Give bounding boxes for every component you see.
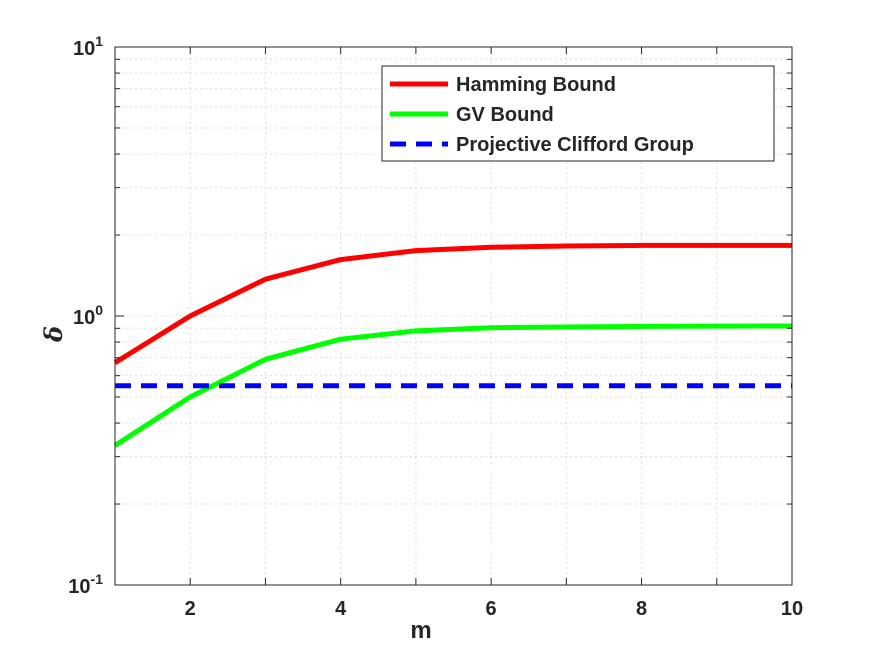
series-line-gv-bound [113,323,793,448]
y-tick-label: 100 [73,302,103,329]
axes [114,46,793,586]
series-lines [113,242,793,448]
x-tick-label: 8 [636,598,647,620]
x-tick-label: 4 [335,598,347,620]
legend: Hamming Bound GV Bound Projective Clifford… [381,65,775,162]
x-tick-label: 10 [781,598,803,620]
y-tick-label-exponent: 1 [95,33,103,49]
y-tick-label-base: 10 [68,576,90,598]
legend-label: GV Bound [456,104,554,126]
y-tick-label-exponent: 0 [95,302,103,318]
y-axis-label: δ [39,326,68,343]
legend-label: Projective Clifford Group [456,134,694,156]
y-tick-label-base: 10 [73,307,95,329]
y-tick-label: 10-1 [68,571,103,598]
legend-label: Hamming Bound [456,74,616,96]
series-line-hamming-bound [113,242,792,365]
y-tick-label-base: 10 [73,38,95,60]
y-tick-label: 101 [73,33,103,60]
x-axis-label: m [410,617,431,644]
x-tick-label: 6 [486,598,497,620]
y-tick-label-exponent: -1 [91,571,104,587]
x-tick-label: 2 [185,598,196,620]
